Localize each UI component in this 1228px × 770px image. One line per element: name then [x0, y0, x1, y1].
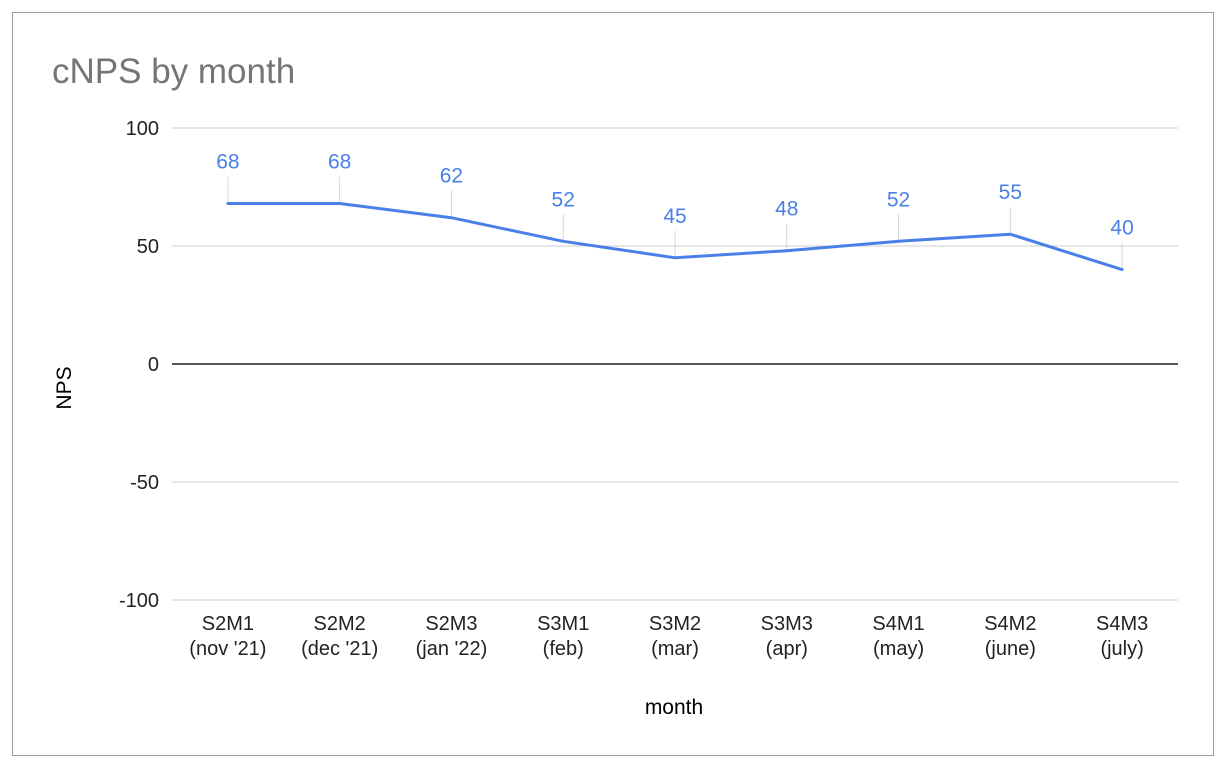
x-category-label: S2M1	[202, 613, 254, 635]
data-labels: 68 68 62 52 45 48 52 55 40	[216, 151, 1134, 240]
chart-title: cNPS by month	[52, 52, 295, 91]
data-label: 40	[1110, 217, 1133, 240]
data-label: 52	[887, 188, 910, 211]
x-category-label: S4M3	[1096, 613, 1148, 635]
x-category-label: (may)	[873, 638, 924, 660]
line-chart: cNPS by month 100 50 0 -50 -100 68 68 62 52 45 48…	[52, 52, 1178, 719]
chart-frame: cNPS by month 100 50 0 -50 -100 68 68 62 52 45 48…	[12, 12, 1214, 756]
x-category-label: S2M2	[314, 613, 366, 635]
x-category-label: S3M1	[537, 613, 589, 635]
x-category-label: (apr)	[766, 638, 808, 660]
x-category-label: (jan '22)	[416, 638, 488, 660]
x-category-label: (june)	[985, 638, 1036, 660]
x-category-label: (feb)	[543, 638, 584, 660]
y-tick-label: -50	[130, 472, 159, 494]
data-label-leaders	[227, 176, 1123, 270]
x-category-label: S4M1	[872, 613, 924, 635]
x-category-label: (dec '21)	[301, 638, 378, 660]
data-label: 48	[775, 198, 798, 221]
y-tick-label: 50	[137, 236, 159, 258]
x-category-label: S4M2	[984, 613, 1036, 635]
data-label: 45	[663, 205, 686, 228]
x-category-label: S3M3	[761, 613, 813, 635]
series-layer	[226, 202, 1124, 272]
y-axis-title: NPS	[53, 366, 76, 409]
data-label: 62	[440, 165, 463, 188]
data-label: 52	[552, 188, 575, 211]
data-label: 55	[999, 181, 1022, 204]
y-tick-label: 0	[148, 354, 159, 376]
x-category-label: (nov '21)	[189, 638, 266, 660]
x-category-label: S2M3	[425, 613, 477, 635]
gridlines	[172, 127, 1178, 601]
data-label: 68	[328, 151, 351, 174]
x-category-label: (july)	[1100, 638, 1143, 660]
x-category-label: S3M2	[649, 613, 701, 635]
x-axis-title: month	[645, 696, 703, 719]
x-category-label: (mar)	[651, 638, 699, 660]
data-label: 68	[216, 151, 239, 174]
x-axis-categories: S2M1 (nov '21) S2M2 (dec '21) S2M3 (jan '22) S…	[189, 613, 1148, 660]
y-tick-label: 100	[126, 118, 159, 140]
y-axis-ticks: 100 50 0 -50 -100	[119, 118, 159, 612]
y-tick-label: -100	[119, 590, 159, 612]
